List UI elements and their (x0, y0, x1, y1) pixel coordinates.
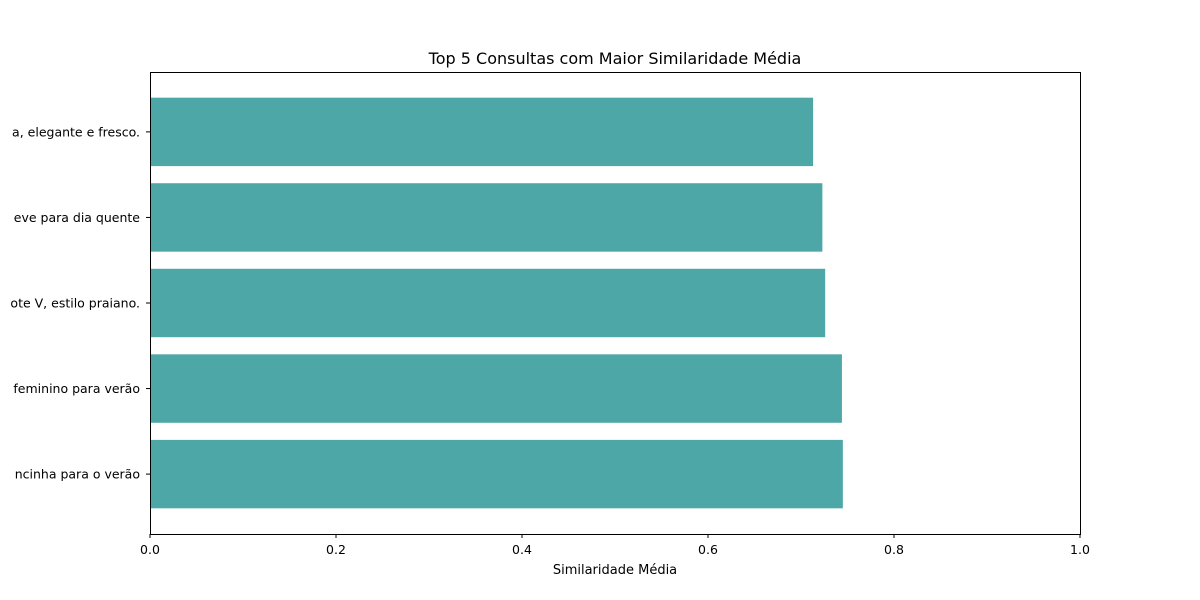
x-tick-label-4: 0.8 (884, 542, 904, 557)
x-tick-label-5: 1.0 (1070, 542, 1090, 557)
bars-group (150, 97, 843, 509)
bar-3 (150, 183, 823, 252)
x-tick-label-3: 0.6 (698, 542, 718, 557)
x-tick-label-2: 0.4 (512, 542, 532, 557)
y-tick-label-4: a, elegante e fresco. (12, 124, 140, 139)
bar-0 (150, 439, 843, 509)
y-tick-label-0: ncinha para o verão (15, 467, 140, 482)
y-tick-label-3: eve para dia quente (14, 210, 141, 225)
x-axis-label: Similaridade Média (553, 563, 677, 578)
x-tick-label-1: 0.2 (326, 542, 346, 557)
plot-frame (150, 72, 1081, 535)
bar-1 (150, 354, 842, 423)
y-tick-label-1: feminino para verão (13, 381, 140, 396)
bar-2 (150, 268, 826, 338)
bar-4 (150, 97, 814, 167)
x-tick-label-0: 0.0 (140, 542, 160, 557)
chart-title: Top 5 Consultas com Maior Similaridade M… (428, 49, 802, 68)
y-axis-ticks: ncinha para o verão feminino para verão ot… (10, 124, 150, 482)
x-axis-ticks: 0.0 0.2 0.4 0.6 0.8 1.0 (140, 534, 1090, 557)
y-tick-label-2: ote V, estilo praiano. (10, 296, 140, 311)
